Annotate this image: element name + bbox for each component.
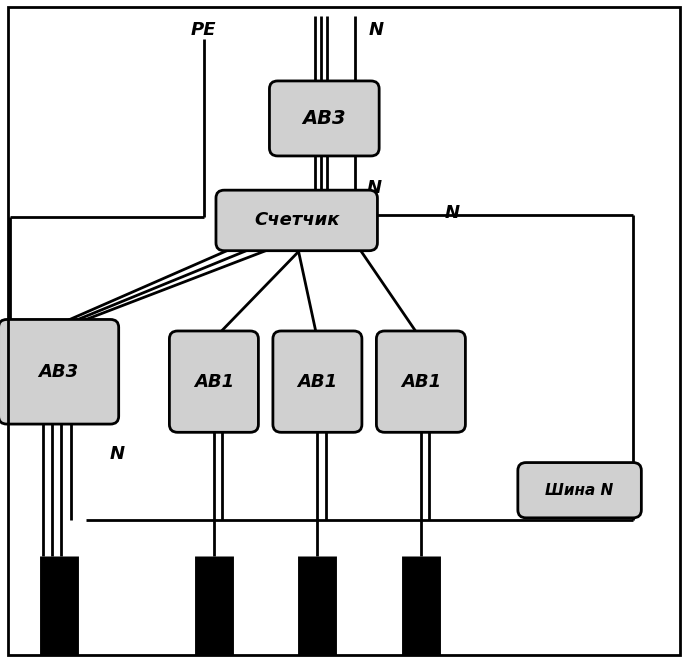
FancyBboxPatch shape [170, 331, 258, 432]
FancyBboxPatch shape [216, 190, 377, 251]
Text: Шина N: Шина N [546, 483, 613, 497]
FancyBboxPatch shape [0, 320, 119, 424]
Text: N: N [367, 178, 382, 197]
FancyBboxPatch shape [269, 81, 380, 156]
Text: Счетчик: Счетчик [254, 211, 339, 230]
Text: АВ1: АВ1 [194, 372, 234, 391]
FancyBboxPatch shape [518, 463, 642, 518]
Text: N: N [444, 203, 460, 222]
Text: АВ3: АВ3 [39, 363, 79, 381]
FancyBboxPatch shape [273, 331, 362, 432]
Text: АВ1: АВ1 [297, 372, 337, 391]
Text: N: N [368, 20, 384, 39]
Text: PE: PE [191, 20, 216, 39]
Text: АВ3: АВ3 [302, 109, 346, 128]
Text: АВ1: АВ1 [401, 372, 441, 391]
FancyBboxPatch shape [377, 331, 465, 432]
Text: N: N [110, 445, 125, 463]
